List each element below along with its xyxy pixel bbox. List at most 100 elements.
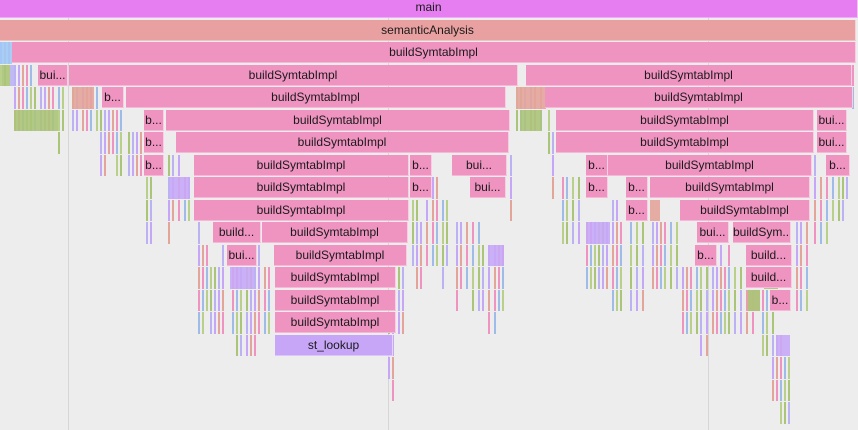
stack-frame-sliver[interactable]: [712, 312, 714, 334]
stack-frame-sliver[interactable]: [416, 267, 418, 289]
stack-frame-sliver[interactable]: [652, 222, 654, 244]
stack-frame-sliver[interactable]: [112, 109, 114, 131]
stack-frame-sliver[interactable]: [116, 109, 118, 131]
stack-frame-sliver[interactable]: [104, 154, 106, 176]
stack-frame-sliver[interactable]: [616, 289, 618, 311]
stack-frame-sliver[interactable]: [706, 312, 708, 334]
stack-frame-sliver[interactable]: [168, 199, 170, 221]
stack-frame-sliver[interactable]: [472, 289, 474, 311]
stack-frame-sliver[interactable]: [642, 222, 644, 244]
stack-frame-sliver[interactable]: [416, 199, 418, 221]
stack-frame[interactable]: bui...: [817, 109, 847, 131]
stack-frame-sliver[interactable]: [494, 312, 496, 334]
stack-frame-sliver[interactable]: [602, 267, 604, 289]
stack-frame-sliver[interactable]: [392, 357, 394, 379]
stack-frame-sliver[interactable]: [728, 267, 730, 289]
stack-frame[interactable]: b...: [626, 199, 648, 221]
stack-frame[interactable]: build...: [746, 244, 792, 266]
stack-frame-sliver[interactable]: [510, 199, 512, 221]
stack-frame-sliver[interactable]: [150, 222, 152, 244]
stack-frame-sliver[interactable]: [188, 199, 190, 221]
stack-frame-sliver[interactable]: [598, 244, 600, 266]
stack-frame-sliver[interactable]: [820, 222, 822, 244]
stack-frame-sliver[interactable]: [566, 222, 568, 244]
stack-frame-sliver[interactable]: [398, 289, 400, 311]
stack-frame-sliver[interactable]: [664, 267, 666, 289]
stack-frame-sliver[interactable]: [18, 87, 20, 109]
stack-frame-sliver[interactable]: [796, 222, 798, 244]
stack-frame-sliver[interactable]: [442, 222, 444, 244]
stack-frame-sliver[interactable]: [734, 312, 736, 334]
stack-frame-sliver[interactable]: [96, 109, 98, 131]
stack-frame-sliver[interactable]: [766, 334, 768, 356]
stack-frame[interactable]: b...: [102, 87, 124, 108]
stack-frame-sliver[interactable]: [612, 199, 614, 221]
stack-frame[interactable]: buildSymtabImpl: [262, 222, 408, 243]
stack-frame-sliver[interactable]: [246, 334, 248, 356]
stack-frame-sliver[interactable]: [806, 222, 808, 244]
stack-frame-sliver[interactable]: [210, 267, 212, 289]
stack-frame-sliver[interactable]: [446, 222, 448, 244]
stack-frame[interactable]: bui...: [452, 154, 507, 176]
stack-frame-sliver[interactable]: [642, 244, 644, 266]
stack-frame-sliver[interactable]: [784, 357, 786, 379]
stack-frame-sliver[interactable]: [616, 199, 618, 221]
stack-frame-sliver[interactable]: [202, 244, 204, 266]
stack-frame-sliver[interactable]: [686, 312, 688, 334]
stack-frame-sliver[interactable]: [388, 357, 390, 379]
stack-frame-sliver[interactable]: [132, 154, 134, 176]
stack-frame-sliver[interactable]: [488, 267, 490, 289]
stack-frame-sliver[interactable]: [456, 267, 458, 289]
stack-frame-sliver[interactable]: [258, 312, 260, 334]
stack-frame-sliver[interactable]: [22, 64, 24, 86]
stack-frame-sliver[interactable]: [652, 244, 654, 266]
stack-frame-sliver[interactable]: [246, 289, 248, 311]
stack-frame-sliver[interactable]: [120, 154, 122, 176]
stack-frame-sliver[interactable]: [264, 312, 266, 334]
stack-frame-sliver[interactable]: [412, 222, 414, 244]
stack-frame-sliver[interactable]: [780, 402, 782, 424]
stack-frame-sliver[interactable]: [52, 87, 54, 109]
stack-frame-sliver[interactable]: [784, 402, 786, 424]
stack-frame-sliver[interactable]: [800, 244, 802, 266]
stack-frame[interactable]: b...: [770, 289, 791, 311]
stack-frame-sliver[interactable]: [198, 244, 200, 266]
stack-frame-sliver[interactable]: [420, 222, 422, 244]
stack-frame-sliver[interactable]: [630, 267, 632, 289]
stack-frame-sliver[interactable]: [502, 267, 504, 289]
stack-frame-sliver[interactable]: [620, 222, 622, 244]
stack-frame-sliver[interactable]: [150, 199, 152, 221]
stack-frame-sliver[interactable]: [250, 312, 252, 334]
stack-frame-sliver[interactable]: [642, 289, 644, 311]
stack-frame[interactable]: buildSymtabImpl: [69, 64, 518, 86]
stack-frame-sliver[interactable]: [670, 222, 672, 244]
stack-frame-sliver[interactable]: [206, 289, 208, 311]
stack-frame-sliver[interactable]: [146, 222, 148, 244]
stack-frame-sliver[interactable]: [436, 222, 438, 244]
stack-frame-sliver[interactable]: [442, 199, 444, 221]
stack-frame-sliver[interactable]: [236, 334, 238, 356]
stack-frame-sliver[interactable]: [432, 244, 434, 266]
stack-frame-sliver[interactable]: [740, 312, 742, 334]
stack-frame-sliver[interactable]: [700, 267, 702, 289]
stack-frame-sliver[interactable]: [466, 244, 468, 266]
stack-frame-sliver[interactable]: [104, 109, 106, 131]
stack-frame-sliver[interactable]: [590, 244, 592, 266]
stack-frame-sliver[interactable]: [488, 312, 490, 334]
stack-frame-sliver[interactable]: [236, 312, 238, 334]
stack-frame-sliver[interactable]: [488, 289, 490, 311]
stack-frame-sliver[interactable]: [642, 267, 644, 289]
stack-frame-sliver[interactable]: [586, 244, 588, 266]
stack-frame-sliver[interactable]: [612, 222, 614, 244]
stack-frame-sliver[interactable]: [838, 177, 840, 199]
stack-frame-sliver[interactable]: [814, 199, 816, 221]
stack-frame-sliver[interactable]: [826, 222, 828, 244]
stack-frame-sliver[interactable]: [772, 357, 774, 379]
stack-frame-sliver[interactable]: [48, 87, 50, 109]
stack-frame-sliver[interactable]: [258, 267, 260, 289]
stack-frame-sliver[interactable]: [478, 244, 480, 266]
stack-frame-sliver[interactable]: [796, 267, 798, 289]
stack-frame-sliver[interactable]: [456, 222, 458, 244]
stack-frame-sliver[interactable]: [0, 42, 12, 64]
stack-frame-sliver[interactable]: [456, 244, 458, 266]
